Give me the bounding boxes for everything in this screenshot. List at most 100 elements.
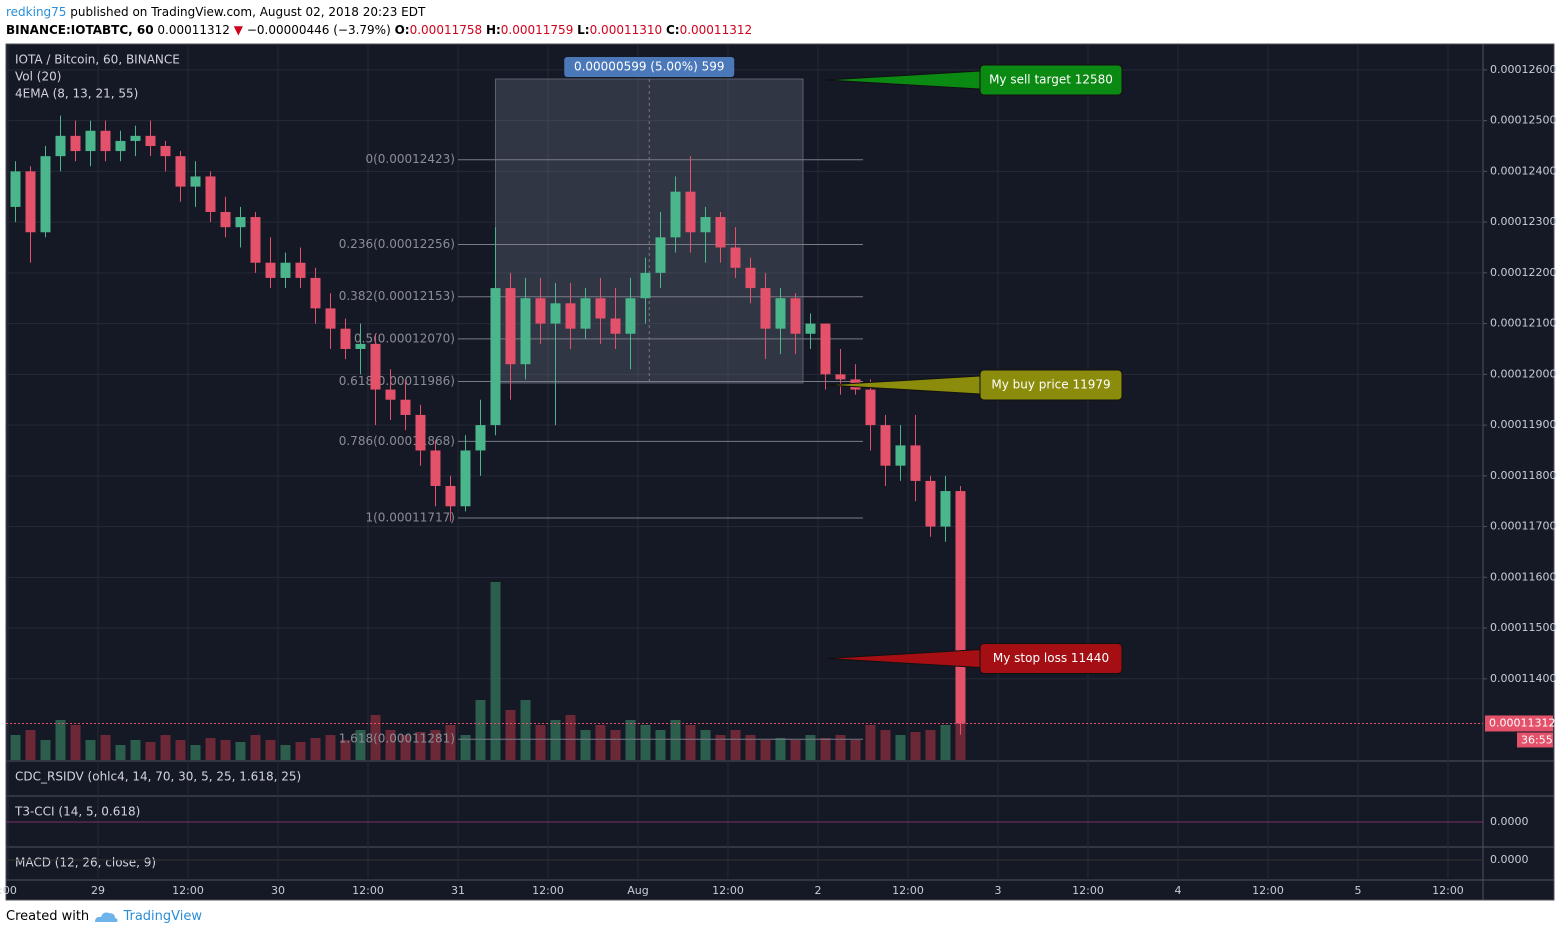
o-label: O: <box>394 23 410 37</box>
candle-body <box>580 298 591 329</box>
candle-body <box>340 328 351 349</box>
header-line-1: redking75 published on TradingView.com, … <box>6 3 752 21</box>
volume-bar <box>340 740 351 760</box>
x-tick-label: 12:00 <box>712 884 744 897</box>
candle-body <box>880 425 891 466</box>
candle-body <box>100 130 111 152</box>
candle-body <box>265 262 276 278</box>
volume-bar <box>880 730 891 760</box>
candle-body <box>520 298 531 365</box>
volume-bar <box>235 742 246 760</box>
candle-body <box>775 298 786 329</box>
candle-body <box>400 399 411 415</box>
volume-bar <box>205 738 216 760</box>
candle-body <box>940 491 951 527</box>
volume-bar <box>670 720 681 760</box>
volume-bar <box>685 725 696 760</box>
volume-bar <box>760 740 771 760</box>
volume-bar <box>565 715 576 760</box>
last: 0.00011312 <box>157 23 230 37</box>
volume-bar <box>640 725 651 760</box>
x-tick-label: 12:00 <box>1252 884 1284 897</box>
volume-bar <box>490 582 501 760</box>
candle-body <box>460 450 471 507</box>
header-line-2: BINANCE:IOTABTC, 60 0.00011312 ▼ −0.0000… <box>6 21 752 39</box>
candle-body <box>805 323 816 334</box>
chart-title: IOTA / Bitcoin, 60, BINANCE <box>15 53 180 67</box>
callout-box <box>979 643 1123 675</box>
volume-bar <box>955 715 966 760</box>
x-tick-label: 12:00 <box>1432 884 1464 897</box>
volume-bar <box>385 730 396 760</box>
candle-body <box>445 485 456 507</box>
user[interactable]: redking75 <box>6 5 67 19</box>
fib-label: 0.786(0.00011868) <box>339 434 455 448</box>
volume-bar <box>400 735 411 760</box>
candle-body <box>205 176 216 212</box>
y-tick-label: 0.00012100 <box>1490 317 1556 330</box>
volume-bar <box>940 725 951 760</box>
volume-bar <box>820 738 831 760</box>
header: redking75 published on TradingView.com, … <box>6 3 752 39</box>
volume-bar <box>265 740 276 760</box>
arrow: ▼ <box>233 23 243 37</box>
x-tick-label: 5 <box>1354 884 1361 897</box>
fib-label: 0.618(0.00011986) <box>339 374 455 388</box>
volume-bar <box>835 735 846 760</box>
volume-bar <box>460 735 471 760</box>
y-tick-label: 0.00011900 <box>1490 418 1556 431</box>
x-tick-label: 2 <box>814 884 821 897</box>
volume-bar <box>40 740 51 760</box>
pane-label: CDC_RSIDV (ohlc4, 14, 70, 30, 5, 25, 1.6… <box>15 770 301 784</box>
candle-body <box>70 135 81 152</box>
volume-bar <box>730 730 741 760</box>
pane-zero-label: 0.0000 <box>1490 853 1529 866</box>
candle-body <box>160 145 171 157</box>
candle-body <box>220 211 231 228</box>
candle-body <box>10 171 21 207</box>
fib-label: 0.382(0.00012153) <box>339 289 455 303</box>
x-tick-label: 12:00 <box>172 884 204 897</box>
volume-bar <box>280 745 291 760</box>
h-label: H: <box>485 23 501 37</box>
y-tick-label: 0.00012600 <box>1490 63 1556 76</box>
volume-bar <box>700 730 711 760</box>
x-tick-label: 31 <box>451 884 465 897</box>
volume-bar <box>115 745 126 760</box>
volume-bar <box>595 725 606 760</box>
ema-label: 4EMA (8, 13, 21, 55) <box>15 87 138 101</box>
candle-body <box>700 217 711 233</box>
candle-body <box>25 171 36 233</box>
candle-body <box>505 288 516 365</box>
c-label: C: <box>665 23 680 37</box>
published: published on TradingView.com, August 02,… <box>70 5 426 19</box>
volume-bar <box>745 735 756 760</box>
volume-bar <box>895 735 906 760</box>
volume-bar <box>850 740 861 760</box>
footer: Created with TradingView <box>6 909 202 924</box>
candle-body <box>175 156 186 187</box>
fib-label: 1.618(0.00011281) <box>339 732 455 746</box>
y-tick-label: 0.00012400 <box>1490 164 1556 177</box>
candle-body <box>625 298 636 334</box>
volume-bar <box>160 735 171 760</box>
candle-body <box>835 374 846 380</box>
candle-body <box>295 262 306 278</box>
callout-text: My stop loss 11440 <box>993 651 1109 665</box>
y-tick-label: 0.00011800 <box>1490 469 1556 482</box>
l-label: L: <box>577 23 590 37</box>
candle-body <box>130 135 141 141</box>
fib-label: 0.236(0.00012256) <box>339 237 455 251</box>
volume-bar <box>70 725 81 760</box>
volume-bar <box>625 720 636 760</box>
volume-bar <box>310 738 321 760</box>
brand[interactable]: TradingView <box>123 909 202 924</box>
candle-body <box>310 277 321 309</box>
volume-bar <box>475 700 486 760</box>
y-tick-label: 0.00011600 <box>1490 570 1556 583</box>
volume-bar <box>175 740 186 760</box>
candle-body <box>955 491 966 724</box>
volume-bar <box>220 740 231 760</box>
